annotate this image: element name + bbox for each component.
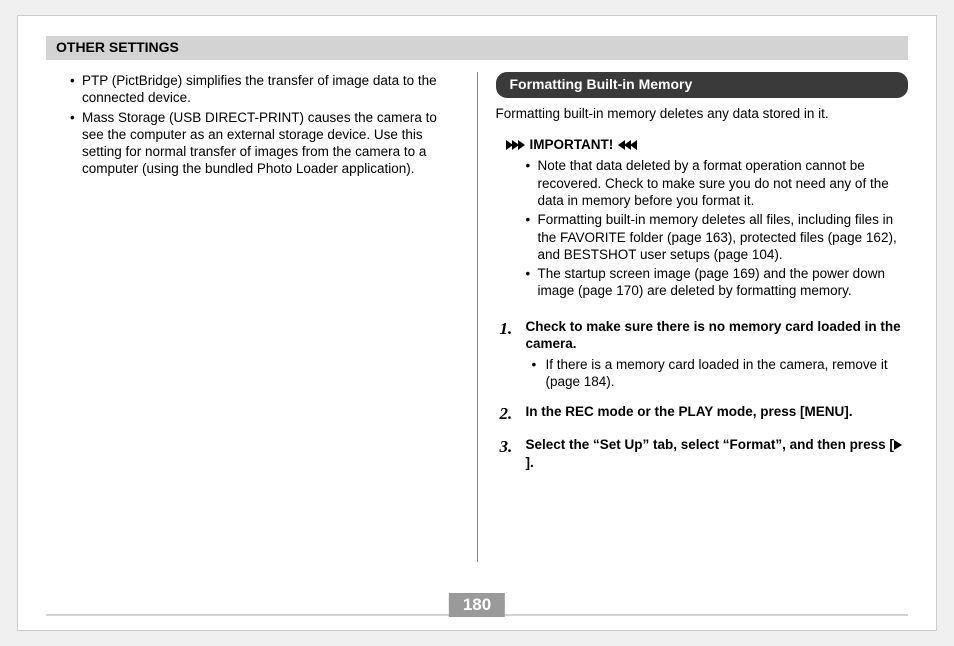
step-title: Check to make sure there is no memory ca… [526,318,909,353]
step-title-post: ]. [526,455,534,470]
bullet-item: • Formatting built-in memory deletes all… [526,211,909,263]
step-body: Select the “Set Up” tab, select “Format”… [526,436,909,471]
topic-intro-text: Formatting built-in memory deletes any d… [496,105,909,122]
bullet-item: • Note that data deleted by a format ope… [526,157,909,209]
step-body: In the REC mode or the PLAY mode, press … [526,403,909,425]
step-1: 1. Check to make sure there is no memory… [496,318,909,391]
step-body: Check to make sure there is no memory ca… [526,318,909,391]
left-bullet-list: • PTP (PictBridge) simplifies the transf… [46,72,459,178]
bullet-text: The startup screen image (page 169) and … [538,265,909,300]
play-right-icon [894,440,902,450]
step-sub-list: • If there is a memory card loaded in th… [526,356,909,391]
bullet-text: Note that data deleted by a format opera… [538,157,909,209]
bullet-item: • The startup screen image (page 169) an… [526,265,909,300]
content-columns: • PTP (PictBridge) simplifies the transf… [46,72,908,562]
section-header-bar: OTHER SETTINGS [46,36,908,60]
section-title: OTHER SETTINGS [56,39,179,55]
triangle-right-icon [506,140,524,150]
bullet-item: • Mass Storage (USB DIRECT-PRINT) causes… [70,109,459,178]
step-number: 3. [500,436,526,471]
bullet-dot: • [526,157,538,209]
step-number: 2. [500,403,526,425]
bullet-text: PTP (PictBridge) simplifies the transfer… [82,72,459,107]
left-column: • PTP (PictBridge) simplifies the transf… [46,72,477,562]
step-title-pre: Select the “Set Up” tab, select “Format”… [526,437,894,452]
page-number: 180 [449,593,505,617]
footer-divider: 180 [46,614,908,616]
important-bullet-list: • Note that data deleted by a format ope… [496,157,909,299]
step-title: Select the “Set Up” tab, select “Format”… [526,436,909,471]
step-sub-text: If there is a memory card loaded in the … [546,356,909,391]
step-sub-item: • If there is a memory card loaded in th… [532,356,909,391]
topic-heading-pill: Formatting Built-in Memory [496,72,909,98]
bullet-dot: • [526,211,538,263]
step-3: 3. Select the “Set Up” tab, select “Form… [496,436,909,471]
step-title: In the REC mode or the PLAY mode, press … [526,403,909,420]
bullet-dot: • [526,265,538,300]
bullet-text: Mass Storage (USB DIRECT-PRINT) causes t… [82,109,459,178]
bullet-text: Formatting built-in memory deletes all f… [538,211,909,263]
step-number: 1. [500,318,526,391]
bullet-dot: • [70,72,82,107]
bullet-item: • PTP (PictBridge) simplifies the transf… [70,72,459,107]
right-column: Formatting Built-in Memory Formatting bu… [477,72,909,562]
bullet-dot: • [70,109,82,178]
bullet-dot: • [532,356,546,391]
manual-page: OTHER SETTINGS • PTP (PictBridge) simpli… [17,15,937,631]
step-2: 2. In the REC mode or the PLAY mode, pre… [496,403,909,425]
page-footer: 180 [46,614,908,616]
triangle-left-icon [619,140,637,150]
important-heading-row: IMPORTANT! [496,136,909,153]
important-label: IMPORTANT! [530,136,614,153]
